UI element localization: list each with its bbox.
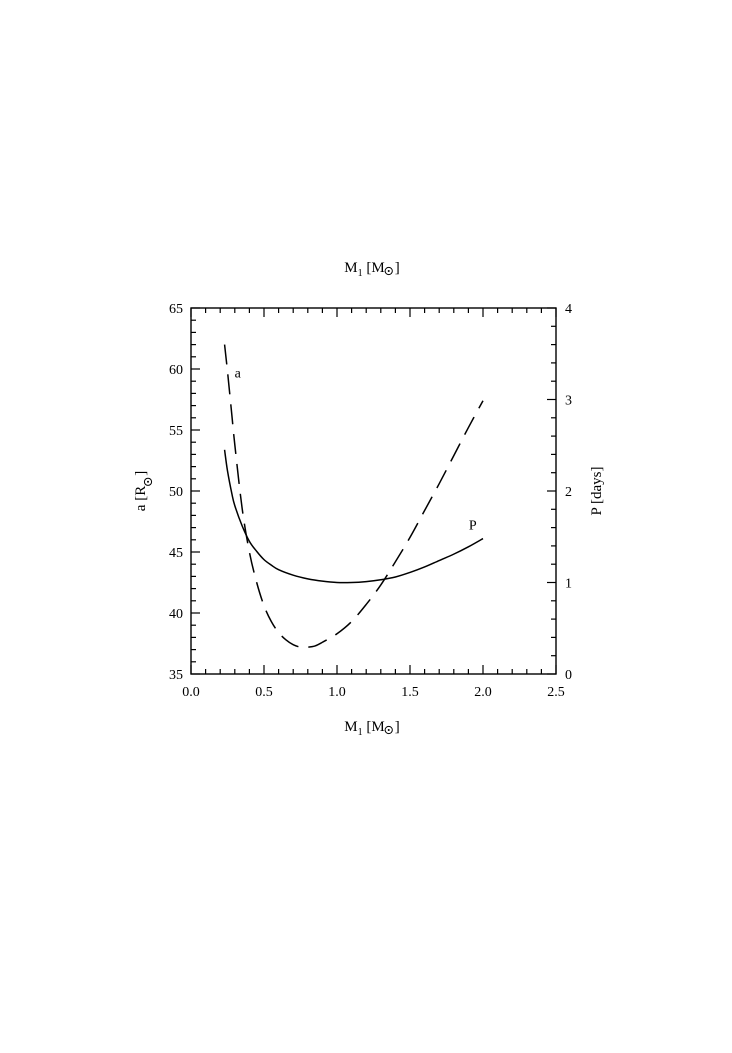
x-tick-label: 2.5 <box>547 685 565 700</box>
sun-symbol <box>384 266 393 276</box>
ticks <box>190 307 557 675</box>
x-tick-label: 1.5 <box>401 685 419 700</box>
x-tick-label: 1.0 <box>328 685 346 700</box>
series-P-line <box>223 449 484 584</box>
y-left-tick-label: 40 <box>169 607 183 622</box>
x-tick-label: 2.0 <box>474 685 492 700</box>
x-tick-label: 0.0 <box>182 685 200 700</box>
y-right-tick-label: 3 <box>565 394 572 409</box>
y-left-tick-label: 50 <box>169 485 183 500</box>
y-left-tick-label: 60 <box>169 363 183 378</box>
plot-border <box>190 307 557 675</box>
x-tick-label: 0.5 <box>255 685 273 700</box>
y-right-tick-label: 1 <box>565 577 572 592</box>
y-left-tick-label: 35 <box>169 668 183 683</box>
y-right-tick-label: 4 <box>565 302 572 317</box>
curve-label-P: P <box>469 518 477 533</box>
y-left-tick-label: 65 <box>169 302 183 317</box>
sun-symbol <box>384 725 393 735</box>
curve-label-a: a <box>235 367 242 382</box>
sun-symbol-ylabel <box>143 477 153 486</box>
plot-frame <box>190 307 557 675</box>
top-x-axis-label: M1 [M] <box>344 260 399 279</box>
y-right-tick-label: 2 <box>565 485 572 500</box>
y-right-tick-label: 0 <box>565 668 572 683</box>
y-left-tick-label: 45 <box>169 546 183 561</box>
x-axis-label: M1 [M] <box>344 719 399 738</box>
y-left-axis-label: a [R] <box>133 471 149 511</box>
labels: 0.0 0.5 1.0 1.5 2.0 2.5 35 40 45 50 55 60 65 0 1 2 3 4 a P M… <box>133 260 605 738</box>
curves <box>223 344 484 649</box>
y-right-axis-label: P [days] <box>589 466 605 515</box>
series-a-line <box>223 344 484 649</box>
y-left-tick-label: 55 <box>169 424 183 439</box>
